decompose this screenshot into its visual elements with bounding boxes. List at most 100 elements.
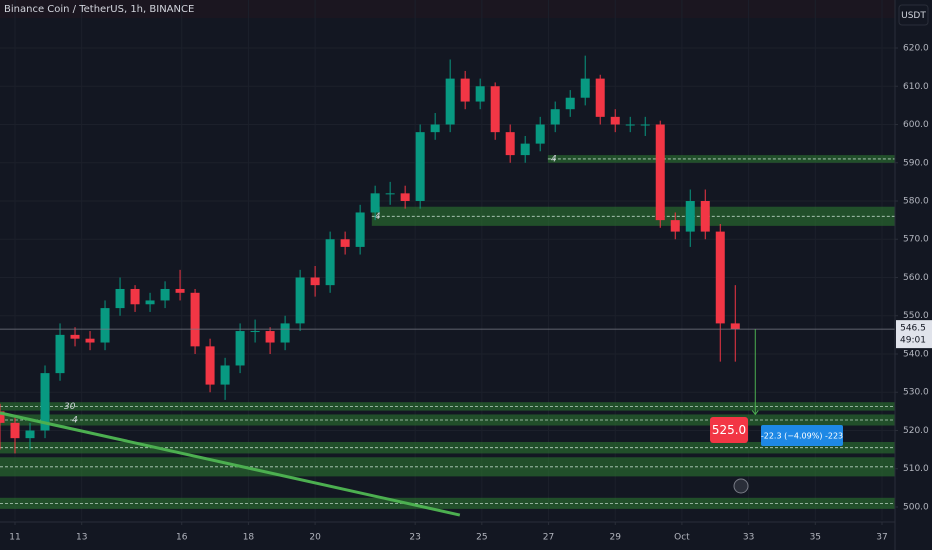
- candle-body: [40, 373, 50, 431]
- candle-body: [355, 212, 365, 247]
- candle-body: [145, 300, 155, 305]
- candle-body: [295, 277, 305, 324]
- candle-body: [70, 334, 80, 339]
- candle-body: [430, 124, 440, 133]
- candle-body: [25, 430, 35, 439]
- y-tick-label: 530.0: [903, 388, 929, 398]
- candle-body: [640, 124, 650, 126]
- candle-body: [700, 201, 710, 232]
- candle-body: [190, 292, 200, 347]
- candle-body: [385, 193, 395, 195]
- candle-body: [655, 124, 665, 221]
- zone: [547, 155, 895, 163]
- candle-body: [205, 346, 215, 385]
- x-tick-label: 16: [176, 533, 188, 543]
- y-tick-label: 540.0: [903, 349, 929, 359]
- candle-body: [100, 308, 110, 343]
- unit-label: USDT: [901, 11, 926, 21]
- measure-arrow: [751, 410, 759, 416]
- y-tick-label: 510.0: [903, 464, 929, 474]
- candle-body: [0, 411, 5, 423]
- x-tick-label: Oct: [674, 533, 690, 543]
- candle-body: [670, 220, 680, 232]
- x-tick-label: 11: [9, 533, 20, 543]
- candle-body: [445, 78, 455, 125]
- candle-body: [115, 288, 125, 309]
- y-tick-label: 610.0: [903, 82, 929, 92]
- x-tick-label: 18: [243, 533, 255, 543]
- trendline: [0, 411, 461, 517]
- measure-box: [761, 425, 843, 446]
- candle-body: [55, 334, 65, 374]
- candle-body: [310, 277, 320, 286]
- candle-body: [85, 338, 95, 343]
- axes: 500.0 510.0 520.0 530.0 540.0 550.0 560.0 570.0…: [9, 44, 932, 543]
- candle-body: [475, 86, 485, 102]
- candle-body: [460, 78, 470, 102]
- candle-body: [265, 331, 275, 343]
- candle-body: [370, 193, 380, 213]
- x-tick-label: 27: [543, 533, 554, 543]
- plot-area: 4 4 30 4 -22.3 (−4.09%) -223 525.0: [0, 55, 895, 517]
- candle-body: [160, 288, 170, 301]
- y-tick-label: 500.0: [903, 502, 929, 512]
- candle-body: [220, 365, 230, 385]
- price-axis-bg: [895, 0, 932, 550]
- candle-body: [175, 288, 185, 293]
- header-strip: [0, 0, 895, 18]
- candle-body: [610, 116, 620, 125]
- alert-label: 525.0: [712, 423, 746, 437]
- zone-label: 4: [72, 415, 78, 425]
- candle-body: [400, 193, 410, 202]
- candle-body: [595, 78, 605, 117]
- y-tick-label: 570.0: [903, 235, 929, 245]
- unit-box[interactable]: [898, 4, 929, 26]
- y-tick-label: 590.0: [903, 158, 929, 168]
- candle-body: [325, 239, 335, 286]
- candle-body: [415, 132, 425, 202]
- x-tick-label: 13: [76, 533, 87, 543]
- y-tick-label: 620.0: [903, 44, 929, 54]
- y-tick-label: 550.0: [903, 311, 929, 321]
- measure-label: -22.3 (−4.09%) -223: [761, 432, 843, 441]
- candle-body: [625, 124, 635, 126]
- zone-label: 4: [551, 154, 557, 164]
- candle-body: [130, 288, 140, 305]
- x-tick-label: 35: [810, 533, 821, 543]
- x-tick-label: 20: [309, 533, 321, 543]
- y-tick-label: 560.0: [903, 273, 929, 283]
- x-tick-label: 29: [610, 533, 622, 543]
- candle-body: [520, 143, 530, 156]
- last-price-box: [896, 320, 932, 349]
- zone-label: 4: [375, 212, 381, 222]
- y-tick-label: 600.0: [903, 120, 929, 130]
- x-tick-label: 37: [876, 533, 887, 543]
- candle-body: [715, 231, 725, 324]
- candle-body: [550, 109, 560, 125]
- candle-body: [730, 323, 740, 330]
- last-price-label: 546.5: [900, 324, 926, 334]
- candle-body: [565, 97, 575, 110]
- event-icon[interactable]: [733, 478, 749, 494]
- alert-box[interactable]: [710, 417, 748, 443]
- candle-body: [340, 239, 350, 247]
- candle-body: [505, 132, 515, 156]
- candle-body: [580, 78, 590, 98]
- candle-body: [685, 201, 695, 232]
- zone-label: 30: [64, 402, 76, 412]
- candle-body: [535, 124, 545, 144]
- candle-body: [235, 331, 245, 366]
- y-tick-label: 520.0: [903, 426, 929, 436]
- candle-body: [10, 422, 20, 439]
- chart-title: Binance Coin / TetherUS, 1h, BINANCE: [4, 4, 194, 15]
- candle-body: [280, 323, 290, 343]
- candle-body: [250, 331, 260, 333]
- x-tick-label: 25: [476, 533, 487, 543]
- candle-body: [490, 86, 500, 133]
- x-tick-label: 33: [743, 533, 754, 543]
- y-tick-label: 580.0: [903, 197, 929, 207]
- x-tick-label: 23: [409, 533, 420, 543]
- countdown: 49:01: [900, 336, 926, 346]
